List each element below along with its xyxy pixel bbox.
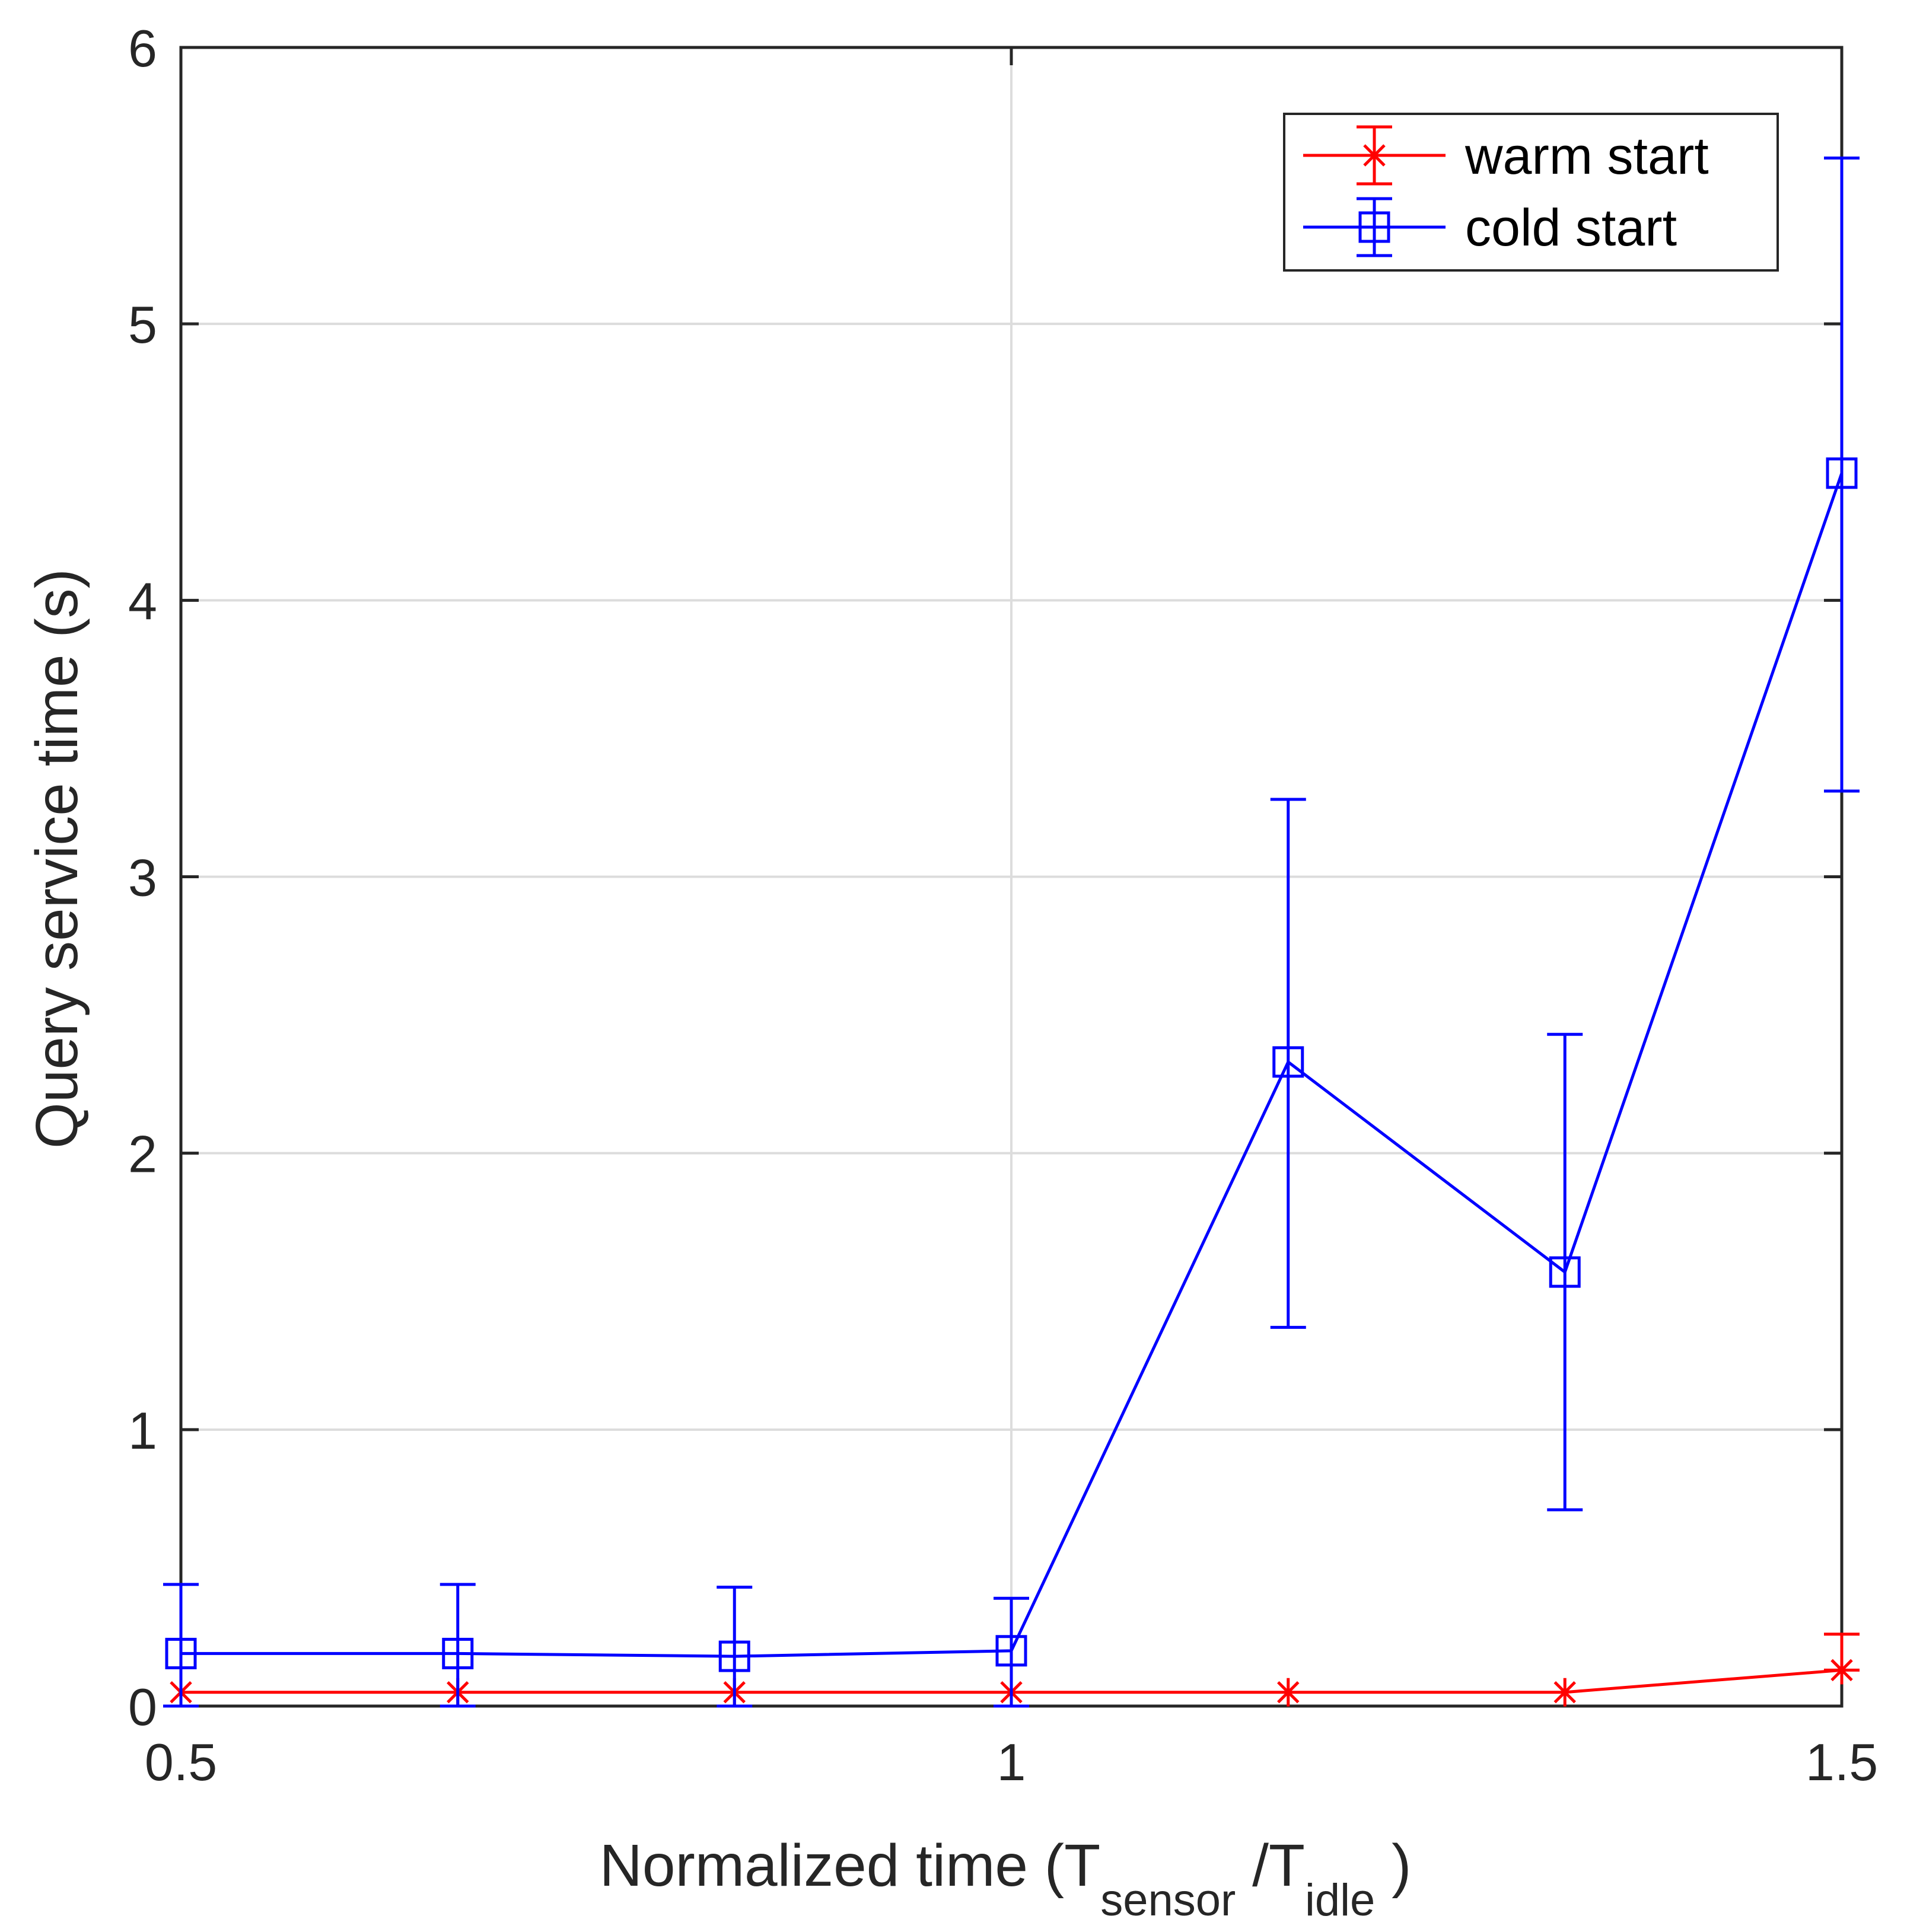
x-axis-label: Normalized time (Tsensor /Tidle ) [600, 1832, 1412, 1925]
data-point-cold-start [995, 1635, 1027, 1667]
legend-marker [1363, 141, 1386, 170]
y-tick-label: 6 [128, 19, 157, 78]
error-bar [440, 1583, 476, 1708]
data-point-cold-start [165, 1637, 197, 1669]
legend-entry-warm-start: warm start [1303, 125, 1709, 186]
y-tick-label: 5 [128, 295, 157, 354]
x-tick-label: 1.5 [1806, 1733, 1878, 1791]
data-point-cold-start [718, 1640, 750, 1672]
asterisk-stroke [1277, 1681, 1300, 1704]
data-point-cold-start [442, 1637, 474, 1669]
x-tick-label: 1 [997, 1733, 1026, 1791]
data-point-cold-start [1549, 1256, 1581, 1288]
x-axis-label-sub2: idle [1305, 1875, 1375, 1925]
error-bar [717, 1586, 753, 1708]
legend-entry-cold-start: cold start [1303, 197, 1677, 257]
x-axis-label-suffix: ) [1375, 1832, 1411, 1899]
series-cold-start [163, 156, 1860, 1708]
y-tick-label: 3 [128, 849, 157, 907]
legend-marker [1358, 211, 1390, 243]
y-axis-label: Query service time (s) [24, 569, 90, 1149]
data-point-cold-start [1826, 457, 1858, 489]
x-axis-label-prefix: Normalized time (T [600, 1832, 1101, 1899]
legend: warm start cold start [1283, 113, 1779, 272]
y-tick-label: 1 [128, 1401, 157, 1460]
y-tick-label: 0 [128, 1678, 157, 1736]
y-tick-label: 2 [128, 1125, 157, 1184]
data-point-cold-start [1272, 1046, 1304, 1078]
data-point-warm-start [1277, 1678, 1300, 1707]
legend-label: cold start [1465, 198, 1677, 257]
x-axis-label-mid: /T [1236, 1832, 1305, 1899]
asterisk-stroke [1553, 1681, 1576, 1704]
asterisk-stroke [1363, 144, 1386, 167]
series-layer [163, 156, 1860, 1708]
x-axis-label-sub1: sensor [1100, 1875, 1236, 1925]
error-bar [163, 1583, 199, 1708]
x-tick-label: 0.5 [145, 1733, 217, 1791]
data-point-warm-start [1830, 1656, 1853, 1685]
series-line-cold-start [181, 473, 1844, 1658]
y-tick-label: 4 [128, 572, 157, 630]
asterisk-stroke [1830, 1659, 1853, 1682]
tick-labels: 0 1 2 3 4 5 6 0.5 1 1.5 [128, 19, 1878, 1791]
data-point-warm-start [1553, 1678, 1576, 1707]
legend-box [1283, 113, 1779, 272]
legend-label: warm start [1465, 126, 1709, 185]
